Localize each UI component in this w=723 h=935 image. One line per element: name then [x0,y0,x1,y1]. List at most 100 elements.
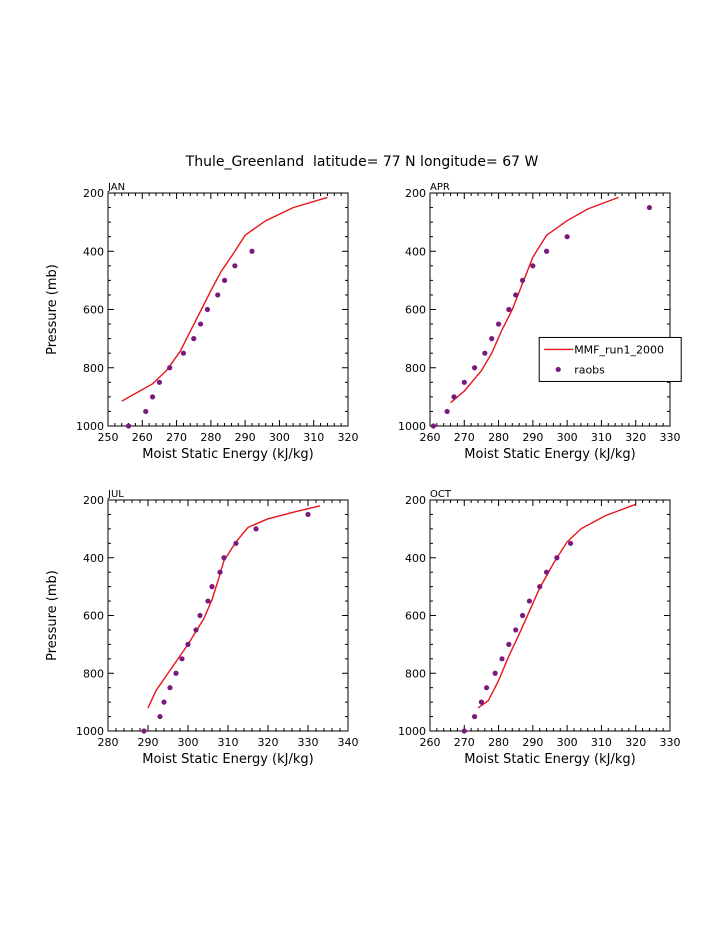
chart-jul-x-tick-label: 310 [218,736,239,749]
chart-jul-frame [107,499,349,732]
chart-oct-obs-point [492,670,498,676]
chart-jan-obs-point [204,306,211,313]
chart-jan-x-tick-label: 300 [269,431,290,444]
chart-apr-obs-point [482,350,488,356]
chart-oct-x-tick-label: 280 [488,736,509,749]
chart-apr-obs-point [430,423,437,429]
chart-apr-x-tick-label: 310 [591,431,612,444]
chart-jul-y-axis-label: Pressure (mb) [45,570,60,661]
chart-apr-obs-point [530,263,536,269]
chart-jan-obs-point [197,321,204,327]
chart-apr-obs-point [471,365,478,371]
chart-apr-x-tick-label: 270 [454,431,475,444]
chart-apr-y-tick-label: 400 [405,245,426,258]
chart-oct-obs-point [506,641,512,647]
chart-oct-obs-point [513,627,519,633]
chart-apr-obs-point [506,306,512,313]
chart-oct-y-tick-label: 400 [405,552,426,565]
chart-apr-obs-point [519,277,526,283]
chart-oct-x-tick-label: 310 [591,736,612,749]
chart-jul-obs-point [305,511,311,518]
chart-jan-y-axis-label: Pressure (mb) [45,264,60,355]
chart-jul-y-tick-label: 800 [83,667,104,680]
chart-jan-x-tick-label: 260 [132,431,153,444]
chart-apr-obs-point [461,379,467,385]
chart-jul-obs-point [233,540,239,546]
chart-apr-x-tick-label: 260 [420,431,441,444]
legend-dot-swatch [555,366,561,373]
figure-title: Thule_Greenland latitude= 77 N longitude… [185,154,539,170]
chart-oct-y-tick-label: 600 [405,610,426,623]
chart-apr-frame [429,192,671,427]
chart-apr-y-tick-label: 600 [405,304,426,317]
chart-jan-x-axis-label: Moist Static Energy (kJ/kg) [142,447,313,462]
chart-jul-obs-point [205,598,211,604]
chart-jan-obs-point [249,248,255,254]
chart-apr-y-tick-label: 200 [405,187,426,200]
chart-jan-panel-label: JAN [107,182,125,193]
chart-apr-obs-point [564,234,570,240]
chart-jan-obs-point [180,350,187,356]
chart-jan-obs-point [143,408,149,415]
chart-jul-obs-point [167,685,173,691]
chart-jul-obs-point [197,612,203,619]
chart-jan-obs-point [191,336,197,342]
chart-jul-obs-point [217,569,223,575]
chart-apr-obs-point [489,336,495,342]
chart-jan-obs-point [215,292,221,298]
chart-oct-model-line [477,503,636,709]
chart-jul-obs-point [173,670,179,676]
chart-jul-obs-point [185,641,191,647]
chart-jul-obs-point [221,555,227,561]
chart-oct-y-tick-label: 200 [405,494,426,507]
chart-apr-x-tick-label: 300 [557,431,578,444]
chart-jul-x-tick-label: 300 [178,736,199,749]
chart-oct-obs-point [471,713,478,720]
chart-oct-obs-point [499,656,505,662]
chart-oct-y-tick-label: 1000 [398,725,426,738]
chart-oct-panel: OCT 260 270 280 290 300 310 320 330 200 400 600 800 1… [398,489,681,767]
chart-oct-obs-point [519,612,526,619]
chart-jul-x-tick-label: 320 [258,736,279,749]
chart-oct-obs-point [461,728,467,734]
chart-apr-obs-point [513,292,519,298]
chart-jul-y-tick-label: 400 [83,552,104,565]
chart-apr-x-tick-label: 290 [522,431,543,444]
chart-jan-x-tick-label: 280 [200,431,221,444]
chart-jan-x-tick-label: 250 [98,431,119,444]
chart-jan-model-line [121,196,328,402]
chart-jan-obs-point [125,423,132,429]
chart-jan-obs-point [149,394,156,400]
chart-oct-obs-point [483,685,490,691]
legend-label-obs: raobs [574,363,605,376]
chart-jul-obs-point [161,699,167,705]
chart-jan-y-tick-label: 800 [83,362,104,375]
chart-jul-y-tick-label: 200 [83,494,104,507]
chart-jan-frame [107,192,349,427]
legend-box [538,336,682,382]
chart-apr-x-axis-label: Moist Static Energy (kJ/kg) [464,447,635,462]
chart-oct-x-tick-label: 300 [557,736,578,749]
chart-oct-x-tick-label: 260 [420,736,441,749]
chart-jan-y-tick-label: 200 [83,187,104,200]
chart-jan-obs-point [167,365,173,371]
chart-oct-y-tick-label: 800 [405,667,426,680]
chart-oct-obs-point [543,569,550,575]
chart-apr-obs-point [543,248,550,254]
chart-jul-y-tick-label: 1000 [76,725,104,738]
chart-jan-x-tick-label: 270 [166,431,187,444]
chart-oct-x-axis-label: Moist Static Energy (kJ/kg) [464,752,635,767]
chart-jan-y-tick-label: 400 [83,245,104,258]
chart-oct-x-tick-label: 290 [522,736,543,749]
chart-oct-obs-point [554,555,560,561]
chart-oct-frame [429,499,671,732]
chart-jul-obs-point [209,584,215,590]
chart-jan-obs-point [156,379,163,385]
chart-oct-panel-label: OCT [430,489,452,500]
chart-jul-x-tick-label: 290 [138,736,159,749]
chart-apr-x-tick-label: 280 [488,431,509,444]
chart-apr-obs-point [444,408,450,415]
chart-apr-panel: APR 260 270 280 290 300 310 320 330 200 400 600 800 1… [398,182,682,462]
